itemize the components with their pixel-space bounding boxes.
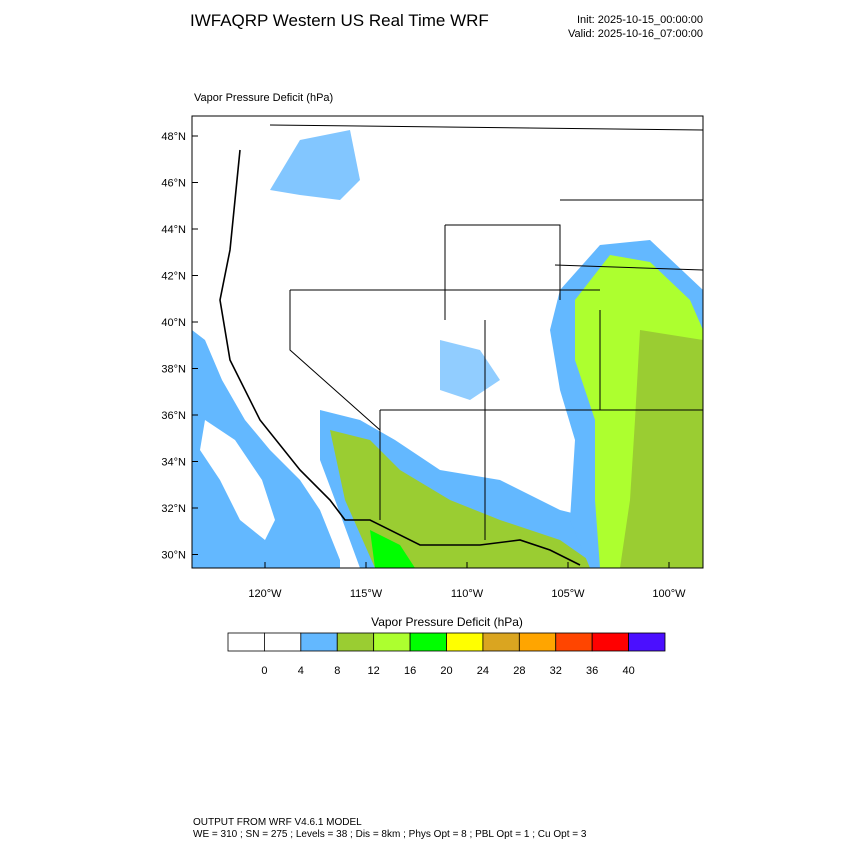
valid-time: Valid: 2025-10-16_07:00:00 [568, 28, 703, 40]
lat-label: 36°N [161, 410, 186, 422]
lat-label: 46°N [161, 178, 186, 190]
colorbar-tick-label: 24 [477, 665, 489, 677]
title: IWFAQRP Western US Real Time WRF [190, 11, 489, 30]
init-time: Init: 2025-10-15_00:00:00 [577, 14, 703, 26]
lat-label: 40°N [161, 317, 186, 329]
lon-label: 110°W [451, 588, 484, 600]
lat-label: 30°N [161, 550, 186, 562]
colorbar-tick-label: 36 [586, 665, 598, 677]
colorbar-tick-label: 4 [298, 665, 304, 677]
colorbar-box [482, 632, 520, 652]
lat-label: 34°N [161, 457, 186, 469]
lon-axis: 120°W 115°W 110°W 105°W 100°W [248, 562, 686, 600]
map-label: Vapor Pressure Deficit (hPa) [194, 92, 333, 104]
footer-line2: WE = 310 ; SN = 275 ; Levels = 38 ; Dis … [193, 829, 587, 840]
colorbar-box [518, 632, 557, 652]
lon-label: 120°W [248, 588, 282, 600]
colorbar-box [373, 632, 411, 652]
nw-blue [270, 130, 360, 200]
sw-bright [370, 530, 415, 568]
colorbar-title: Vapor Pressure Deficit (hPa) [371, 615, 523, 629]
map-frame [191, 115, 704, 569]
baja-land [200, 420, 275, 540]
lat-axis: 48°N 46°N 44°N 42°N 40°N 38°N 36°N 34°N 32°N 30°N [161, 131, 198, 562]
lat-label: 32°N [161, 503, 186, 515]
colorbar-box [446, 632, 484, 652]
colorbar-box [409, 632, 447, 652]
lat-label: 48°N [161, 131, 186, 143]
colorbar-box [336, 632, 375, 652]
colorbar-box [300, 632, 338, 652]
map-fields [192, 130, 703, 568]
lon-label: 100°W [652, 588, 686, 600]
colorbar-tick-label: 28 [513, 665, 525, 677]
plains-green [620, 330, 703, 568]
colorbar-box [591, 632, 629, 652]
colorbar-box [264, 632, 302, 652]
footer-line1: OUTPUT FROM WRF V4.6.1 MODEL [193, 817, 362, 828]
lat-label: 38°N [161, 364, 186, 376]
colorbar-tick-label: 40 [622, 665, 634, 677]
colorbar-tick-label: 20 [440, 665, 452, 677]
lon-label: 115°W [350, 588, 383, 600]
map: 48°N 46°N 44°N 42°N 40°N 38°N 36°N 34°N 32°N 30°N… [161, 115, 704, 600]
lat-label: 42°N [161, 271, 186, 283]
ocean-field [192, 330, 340, 568]
colorbar-tick-label: 32 [550, 665, 562, 677]
colorbar-tick-label: 8 [334, 665, 340, 677]
colorbar-tick-label: 0 [261, 665, 267, 677]
colorbar-box [227, 632, 265, 652]
lon-label: 105°W [551, 588, 585, 600]
colorbar: 0 4 8 12 16 20 24 28 32 36 40 [227, 632, 666, 677]
colorbar-box [628, 632, 666, 652]
colorbar-tick-label: 16 [404, 665, 416, 677]
colorbar-tick-label: 12 [368, 665, 380, 677]
lat-label: 44°N [161, 224, 186, 236]
colorbar-box [555, 632, 593, 652]
borders [219, 124, 703, 566]
